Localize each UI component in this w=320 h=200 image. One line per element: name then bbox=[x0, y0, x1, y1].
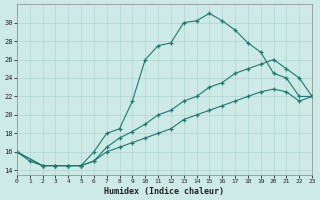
X-axis label: Humidex (Indice chaleur): Humidex (Indice chaleur) bbox=[104, 187, 224, 196]
